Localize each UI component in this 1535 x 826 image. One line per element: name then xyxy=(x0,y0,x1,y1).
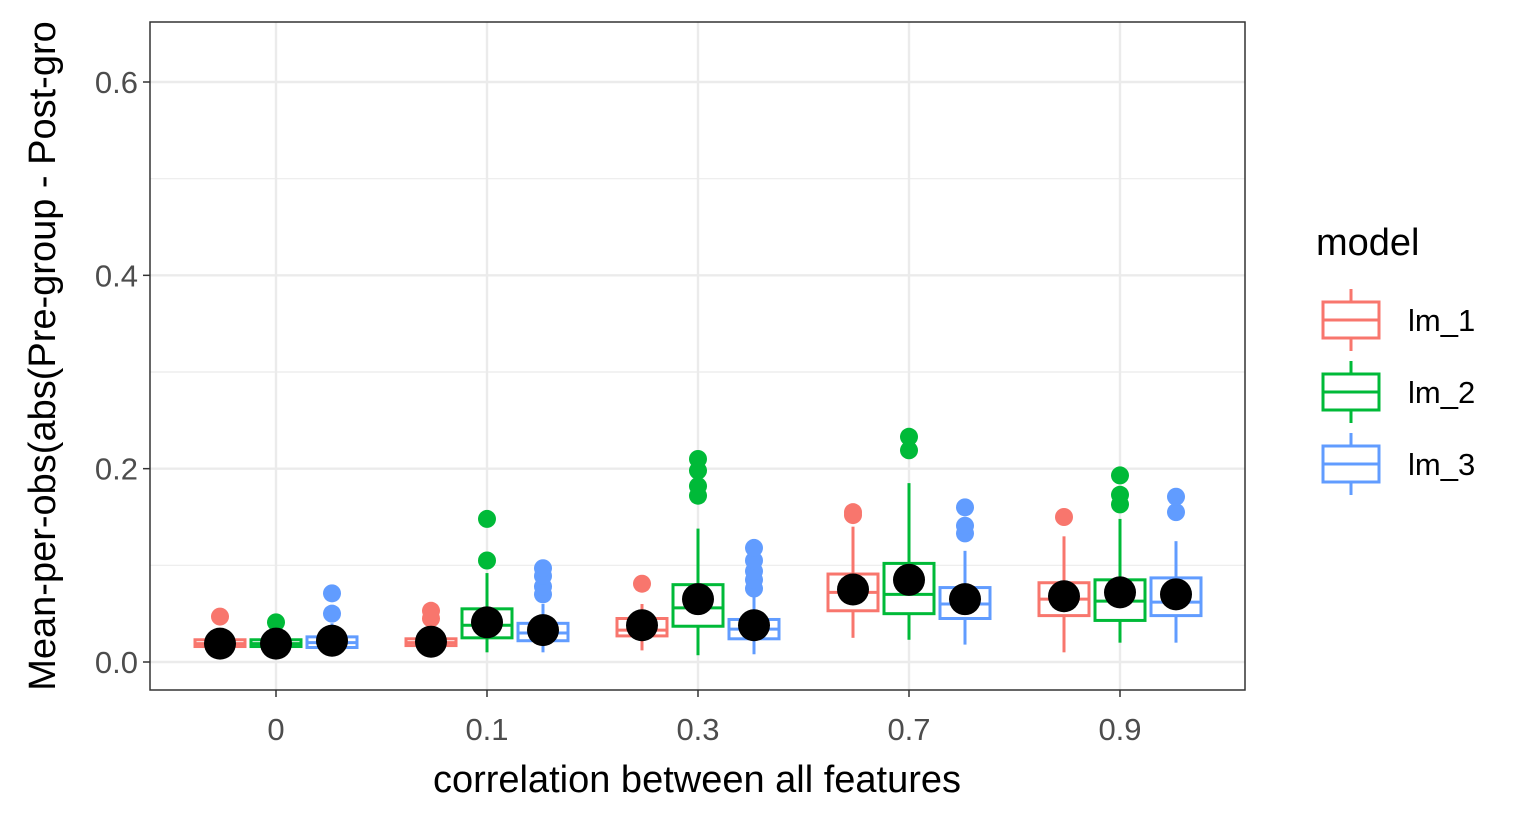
y-axis-title: Mean-per-obs(abs(Pre-group - Post-gro xyxy=(22,21,64,691)
y-tick-label: 0.0 xyxy=(95,645,138,680)
outlier-point xyxy=(956,516,974,535)
legend-label: lm_1 xyxy=(1408,303,1475,338)
mean-point xyxy=(949,583,981,616)
outlier-point xyxy=(689,477,707,496)
outlier-point xyxy=(422,601,440,620)
mean-point xyxy=(471,606,503,639)
outlier-point xyxy=(844,503,862,522)
x-axis: 0 0.1 0.3 0.7 0.9 xyxy=(267,690,1142,747)
legend-item-lm_2: lm_2 xyxy=(1321,361,1475,423)
legend-label: lm_3 xyxy=(1408,447,1475,482)
legend-label: lm_2 xyxy=(1408,375,1475,410)
legend-item-lm_3: lm_3 xyxy=(1321,433,1475,495)
mean-point xyxy=(626,609,658,642)
outlier-point xyxy=(1111,466,1129,485)
outlier-point xyxy=(323,604,341,623)
mean-point xyxy=(204,627,236,660)
mean-point xyxy=(260,627,292,660)
mean-points xyxy=(204,563,1192,660)
outlier-point xyxy=(1055,508,1073,526)
mean-point xyxy=(1048,580,1080,613)
outlier-point xyxy=(745,551,763,570)
outlier-point xyxy=(900,441,918,460)
outlier-point xyxy=(211,607,229,626)
mean-point xyxy=(837,573,869,606)
mean-point xyxy=(415,625,447,658)
outlier-point xyxy=(1167,503,1185,522)
outlier-point xyxy=(1167,487,1185,506)
outlier-point xyxy=(267,613,285,632)
mean-point xyxy=(1104,576,1136,609)
outlier-point xyxy=(534,559,552,578)
outlier-point xyxy=(633,574,651,593)
x-tick-label: 0.7 xyxy=(887,712,930,747)
y-tick-label: 0.4 xyxy=(95,258,138,293)
outlier-point xyxy=(900,427,918,446)
x-tick-label: 0.3 xyxy=(676,712,719,747)
x-tick-label: 0.9 xyxy=(1098,712,1141,747)
outlier-point xyxy=(689,450,707,468)
y-tick-label: 0.6 xyxy=(95,65,138,100)
legend-title: model xyxy=(1316,222,1420,264)
x-tick-label: 0.1 xyxy=(465,712,508,747)
legend-item-lm_1: lm_1 xyxy=(1321,289,1475,351)
legend: model lm_1 lm_2 lm_3 xyxy=(1316,222,1475,495)
mean-point xyxy=(682,583,714,616)
mean-point xyxy=(1160,578,1192,611)
y-axis: 0.0 0.2 0.4 0.6 xyxy=(95,65,150,680)
outlier-point xyxy=(478,551,496,570)
outlier-point xyxy=(1111,485,1129,504)
y-tick-label: 0.2 xyxy=(95,452,138,487)
outlier-point xyxy=(478,509,496,528)
mean-point xyxy=(316,624,348,657)
x-tick-label: 0 xyxy=(267,712,284,747)
outlier-point xyxy=(745,538,763,557)
mean-point xyxy=(738,609,770,642)
outlier-point xyxy=(323,584,341,603)
mean-point xyxy=(527,614,559,647)
mean-point xyxy=(893,563,925,596)
x-axis-title: correlation between all features xyxy=(433,759,961,801)
outlier-point xyxy=(956,498,974,517)
